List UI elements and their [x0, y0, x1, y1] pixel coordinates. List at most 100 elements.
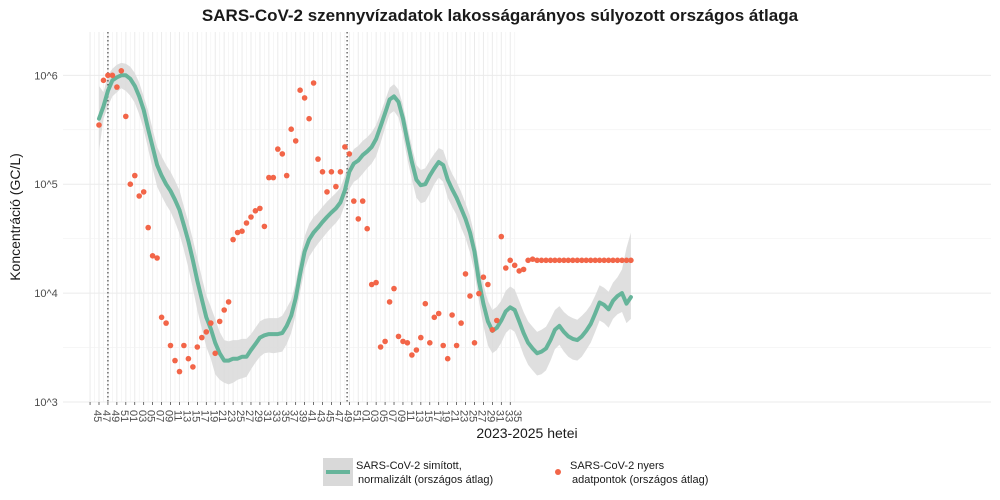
y-tick-label: 10^6	[34, 70, 58, 82]
year-boundary-lines	[107, 32, 348, 402]
data-point	[337, 169, 344, 175]
data-point	[252, 208, 259, 214]
data-point	[377, 344, 384, 350]
x-tick-label: 01	[127, 410, 139, 422]
x-tick-label: 27	[243, 410, 255, 422]
data-point	[601, 257, 607, 264]
data-point	[181, 342, 187, 349]
data-point	[225, 299, 232, 305]
data-point	[257, 205, 263, 212]
raw-data-points	[96, 68, 634, 375]
data-point	[105, 72, 111, 79]
data-point	[444, 355, 451, 362]
data-point	[221, 307, 227, 313]
data-point	[373, 279, 379, 286]
data-point	[132, 172, 138, 179]
x-tick-label: 47	[100, 410, 112, 422]
data-point	[158, 314, 165, 321]
data-point	[480, 274, 487, 281]
x-tick-label: 31	[493, 410, 505, 422]
x-axis-ticks: 4547495101030507091113151719212325272931…	[89, 402, 523, 422]
x-tick-label: 29	[484, 410, 496, 422]
data-point	[283, 172, 290, 179]
data-point	[435, 310, 442, 317]
x-tick-label: 11	[172, 410, 184, 421]
data-point	[583, 257, 589, 264]
data-point	[194, 344, 201, 350]
x-tick-label: 19	[440, 410, 452, 422]
data-point	[163, 320, 169, 326]
legend-label-smoothed: SARS-CoV-2 simított, normalizált (országo…	[356, 460, 493, 486]
x-tick-label: 47	[332, 410, 344, 422]
data-point	[315, 156, 321, 162]
smoothed-series	[97, 73, 633, 363]
x-tick-label: 49	[341, 410, 353, 422]
x-tick-label: 01	[359, 410, 371, 422]
x-tick-label: 05	[145, 410, 157, 422]
data-point	[234, 229, 241, 236]
x-tick-label: 15	[189, 410, 201, 422]
x-tick-label: 25	[234, 410, 246, 422]
data-point	[467, 293, 473, 299]
data-point	[333, 183, 339, 190]
x-tick-label: 27	[475, 410, 487, 422]
data-point	[610, 257, 616, 264]
data-point	[413, 347, 420, 353]
data-point	[561, 257, 567, 264]
data-point	[346, 151, 353, 157]
data-point	[391, 285, 397, 292]
data-point	[552, 257, 558, 264]
data-point	[538, 257, 545, 264]
data-point	[574, 257, 581, 264]
data-point	[386, 299, 393, 305]
legend-label-raw-line: adatpontok (országos átlag)	[572, 474, 708, 486]
x-tick-label: 03	[136, 410, 148, 422]
data-point	[570, 257, 576, 264]
x-tick-label: 35	[279, 410, 291, 422]
data-point	[511, 262, 518, 269]
data-point	[418, 334, 424, 341]
data-point	[328, 169, 335, 175]
data-point	[440, 342, 447, 349]
data-point	[543, 257, 549, 264]
data-point	[471, 340, 478, 346]
data-point	[592, 257, 598, 264]
data-point	[368, 281, 375, 288]
y-axis-title: Koncentráció (GC/L)	[7, 153, 23, 281]
x-tick-label: 07	[386, 410, 398, 422]
data-point	[270, 174, 277, 181]
data-point	[292, 138, 299, 144]
data-point	[579, 257, 585, 264]
x-tick-label: 37	[288, 410, 300, 422]
data-point	[534, 257, 540, 264]
data-point	[208, 320, 214, 326]
data-point	[382, 338, 388, 345]
data-point	[449, 312, 455, 318]
data-point	[154, 255, 160, 261]
data-point	[614, 257, 621, 264]
data-point	[565, 257, 572, 264]
data-point	[458, 320, 464, 326]
x-tick-label: 29	[252, 410, 264, 422]
smoothed-line	[97, 73, 633, 363]
data-point	[310, 80, 317, 86]
data-point	[248, 214, 254, 220]
x-tick-label: 11	[404, 410, 416, 421]
x-tick-label: 25	[467, 410, 479, 422]
data-point	[619, 257, 625, 264]
data-point	[297, 87, 303, 93]
data-point	[427, 340, 433, 346]
x-tick-label: 33	[270, 410, 282, 422]
data-point	[123, 113, 129, 120]
x-tick-label: 21	[216, 410, 228, 422]
x-tick-label: 33	[502, 410, 514, 422]
data-point	[96, 122, 102, 128]
x-tick-label: 13	[180, 410, 192, 422]
x-tick-label: 51	[118, 410, 130, 422]
data-point	[431, 314, 438, 321]
data-point	[114, 84, 120, 90]
legend-key-point	[555, 469, 561, 475]
data-point	[485, 281, 491, 288]
data-point	[319, 169, 326, 175]
data-point	[587, 257, 594, 264]
